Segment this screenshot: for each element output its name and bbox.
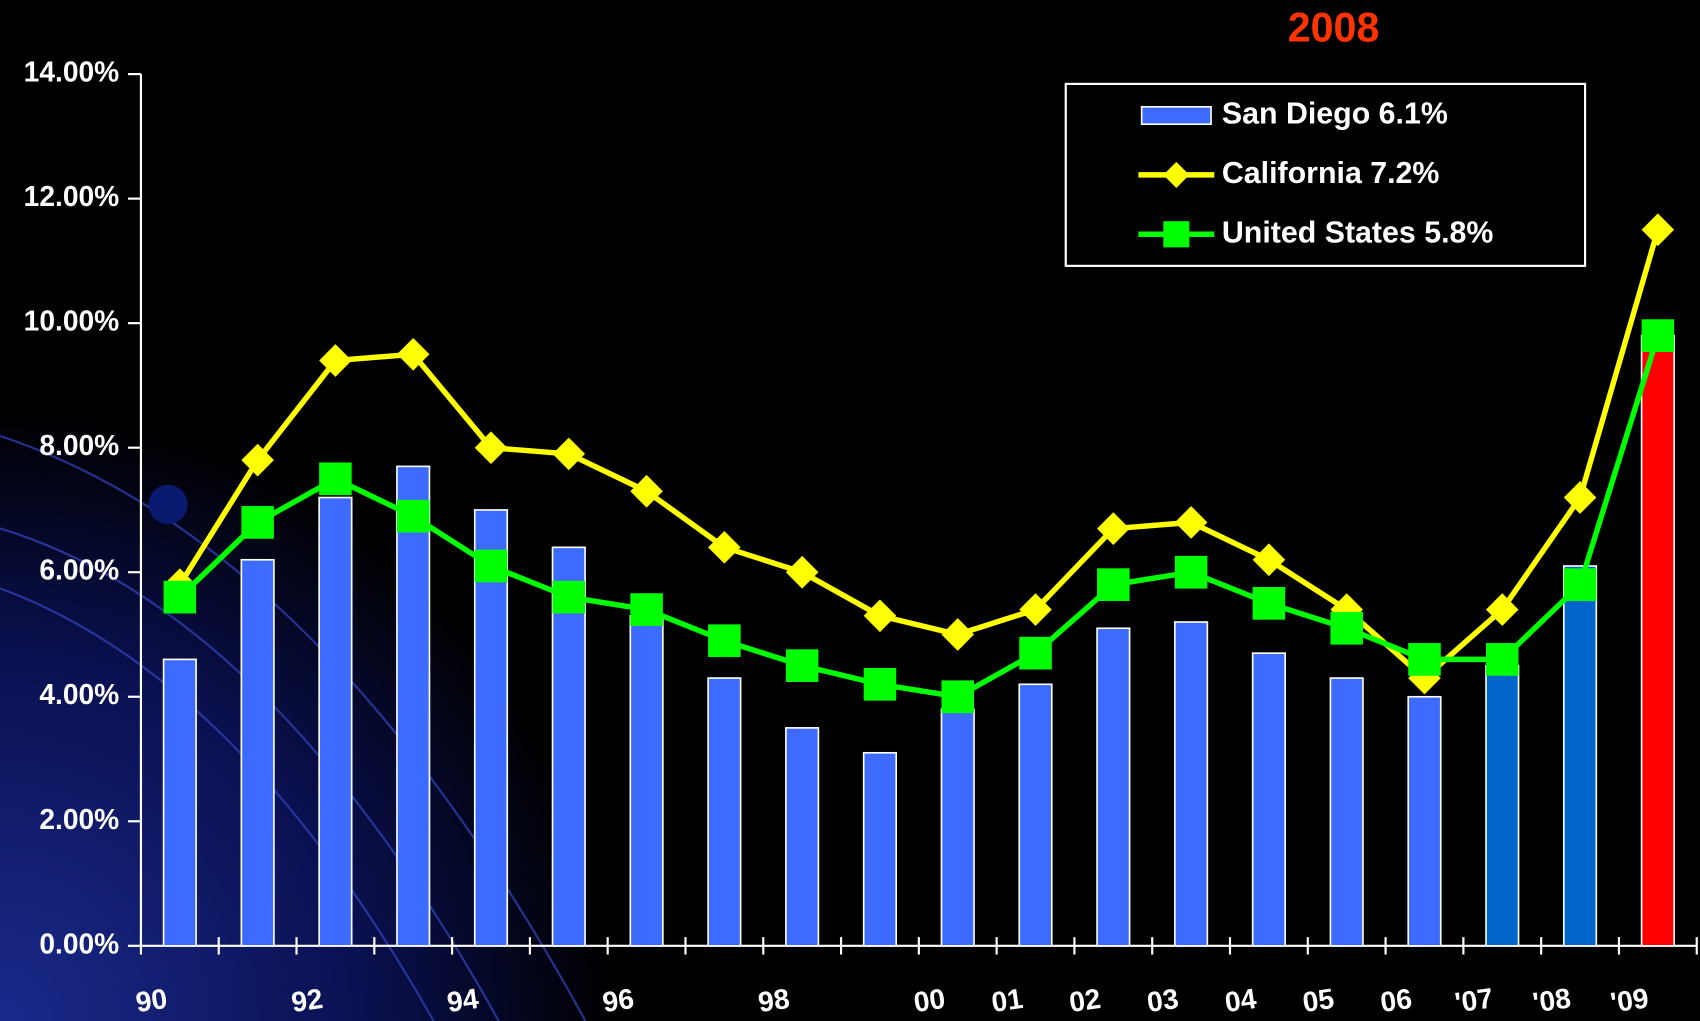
bar: [473, 509, 509, 947]
x-tick-label: '09: [1608, 981, 1650, 1018]
marker: [941, 618, 975, 651]
marker: [241, 443, 274, 477]
bar: [1485, 664, 1520, 947]
plot: 0.00% 2.00% 4.00% 6.00% 8.00% 10.00% 12.00% 14.…: [24, 56, 1698, 1019]
marker: [1252, 587, 1286, 620]
x-tick-label: 94: [445, 982, 481, 1018]
x-tick-label: 90: [134, 982, 169, 1018]
x-tick-label: 98: [756, 982, 791, 1018]
chart-title: 2008: [1288, 4, 1380, 50]
marker: [1174, 555, 1208, 589]
marker: [630, 593, 663, 626]
marker: [1641, 319, 1675, 352]
marker: [1097, 568, 1130, 602]
bar: [785, 727, 820, 947]
marker: [241, 506, 274, 539]
x-tick-label: 00: [912, 982, 947, 1018]
y-tick-label: 4.00%: [39, 678, 119, 710]
bar: [1640, 334, 1675, 947]
x-tick-label: 04: [1223, 982, 1259, 1018]
legend-label: San Diego 6.1%: [1222, 96, 1448, 130]
bar: [396, 465, 431, 947]
marker: [474, 431, 508, 465]
y-tick-label: 0.00%: [39, 927, 119, 959]
bar: [1407, 695, 1442, 947]
marker: [1486, 643, 1519, 676]
bar: [318, 496, 353, 947]
bar: [1174, 621, 1209, 947]
marker: [319, 344, 352, 377]
bar: [1018, 683, 1053, 947]
marker: [1563, 481, 1597, 514]
bar: [1251, 652, 1286, 947]
legend-label: California 7.2%: [1222, 156, 1440, 190]
y-tick-label: 8.00%: [39, 429, 119, 461]
marker: [319, 462, 352, 496]
marker: [785, 649, 819, 682]
x-tick-label: 02: [1067, 982, 1102, 1018]
x-tick-label: 05: [1301, 982, 1336, 1018]
marker: [552, 580, 586, 614]
x-tick-label: 01: [989, 982, 1024, 1018]
y-tick-label: 2.00%: [39, 803, 119, 835]
y-tick-label: 6.00%: [39, 554, 119, 586]
marker: [1330, 611, 1363, 645]
bar: [707, 677, 742, 947]
bar: [862, 751, 898, 947]
marker: [163, 580, 197, 614]
marker: [863, 599, 897, 633]
x-tick-label: '07: [1453, 981, 1495, 1018]
y-tick-label: 10.00%: [24, 305, 120, 337]
y-tick-label: 12.00%: [24, 180, 120, 212]
legend-label: United States 5.8%: [1222, 215, 1494, 249]
marker: [1019, 636, 1052, 670]
bar: [940, 708, 975, 947]
bar: [629, 614, 664, 947]
marker: [1486, 593, 1519, 626]
bar: [240, 558, 275, 947]
marker: [1563, 568, 1597, 602]
marker: [863, 667, 897, 701]
bar: [1562, 565, 1598, 947]
marker: [941, 680, 975, 714]
bar: [1329, 677, 1364, 947]
marker: [1408, 643, 1441, 676]
marker: [785, 555, 819, 589]
bar: [162, 658, 197, 947]
y-tick-label: 14.00%: [24, 56, 120, 88]
bar: [1096, 627, 1131, 947]
marker: [396, 499, 430, 533]
bar: [551, 546, 586, 947]
x-tick-label: '08: [1531, 981, 1573, 1018]
marker: [396, 337, 430, 371]
marker: [474, 549, 508, 583]
legend-marker: [1163, 161, 1190, 188]
marker: [708, 624, 741, 658]
legend-marker: [1163, 221, 1190, 248]
legend-swatch: [1140, 105, 1212, 126]
marker: [708, 530, 741, 564]
x-tick-label: 96: [600, 982, 635, 1018]
x-tick-label: 92: [289, 982, 324, 1018]
x-tick-label: 06: [1378, 982, 1413, 1018]
decor-dot: [148, 484, 188, 525]
x-tick-label: 03: [1145, 982, 1180, 1018]
legend-items: San Diego 6.1% California 7.2% United Stat…: [1138, 96, 1493, 249]
marker: [1641, 213, 1675, 247]
